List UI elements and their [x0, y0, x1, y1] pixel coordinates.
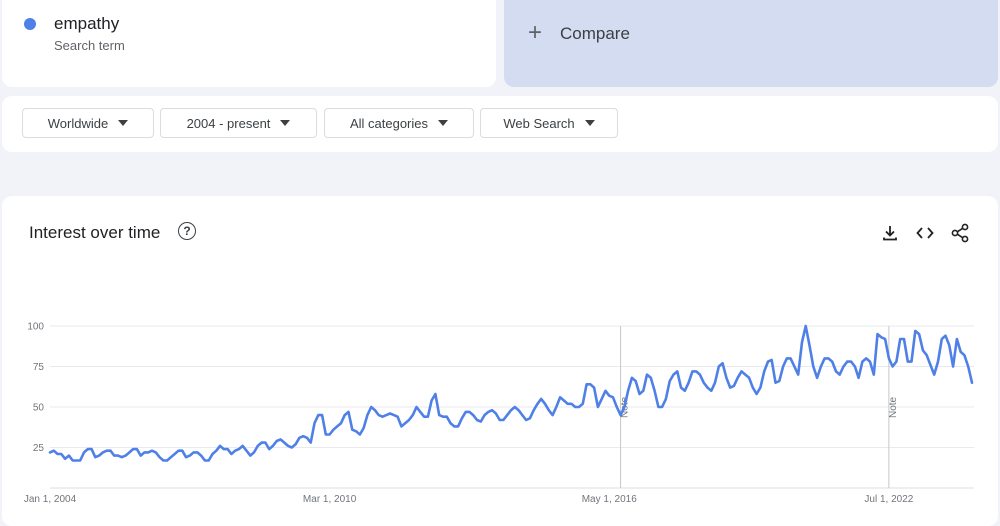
compare-label: Compare: [560, 24, 630, 43]
time-range-dropdown[interactable]: 2004 - present: [160, 108, 317, 138]
compare-button[interactable]: + Compare: [504, 0, 998, 87]
y-tick-label-50: 50: [33, 403, 45, 414]
time-range-dropdown-label: 2004 - present: [186, 115, 271, 131]
category-dropdown-label: All categories: [349, 115, 429, 131]
search-term-subtitle: Search term: [54, 38, 125, 53]
help-icon[interactable]: ?: [178, 222, 196, 240]
search-type-dropdown-label: Web Search: [503, 115, 575, 131]
y-tick-label-25: 25: [33, 443, 45, 454]
category-dropdown[interactable]: All categories: [324, 108, 474, 138]
chevron-down-icon: [280, 120, 291, 126]
x-tick-label-0: Jan 1, 2004: [24, 494, 77, 505]
chevron-down-icon: [438, 120, 449, 126]
download-icon[interactable]: [879, 222, 901, 244]
chart-title: Interest over time: [29, 223, 161, 242]
x-tick-label-3: Jul 1, 2022: [864, 494, 913, 505]
series-color-dot: [24, 18, 36, 30]
x-tick-label-1: Mar 1, 2010: [303, 494, 357, 505]
note-label-1: Note: [888, 396, 899, 418]
filter-bar: Worldwide 2004 - present All categories …: [2, 96, 998, 152]
plus-icon: +: [528, 19, 543, 46]
region-dropdown-label: Worldwide: [47, 115, 109, 131]
search-term-card[interactable]: empathy Search term: [2, 0, 496, 87]
series-line-empathy: [48, 324, 974, 462]
region-dropdown[interactable]: Worldwide: [22, 108, 154, 138]
embed-icon[interactable]: [914, 222, 936, 244]
search-term-name[interactable]: empathy: [54, 14, 120, 33]
chevron-down-icon: [118, 120, 129, 126]
chevron-down-icon: [584, 120, 595, 126]
share-icon[interactable]: [949, 222, 971, 244]
y-tick-label-75: 75: [33, 362, 45, 373]
line-chart: 25 50 75 100 Jan 1, 2004 Mar 1, 2010 May 1, 20…: [24, 322, 974, 505]
interest-over-time-card: Interest over time ? 25 50 75 100 Jan 1, 200…: [2, 196, 998, 526]
search-type-dropdown[interactable]: Web Search: [480, 108, 618, 138]
y-tick-label-100: 100: [27, 322, 44, 333]
x-tick-label-2: May 1, 2016: [582, 494, 637, 505]
